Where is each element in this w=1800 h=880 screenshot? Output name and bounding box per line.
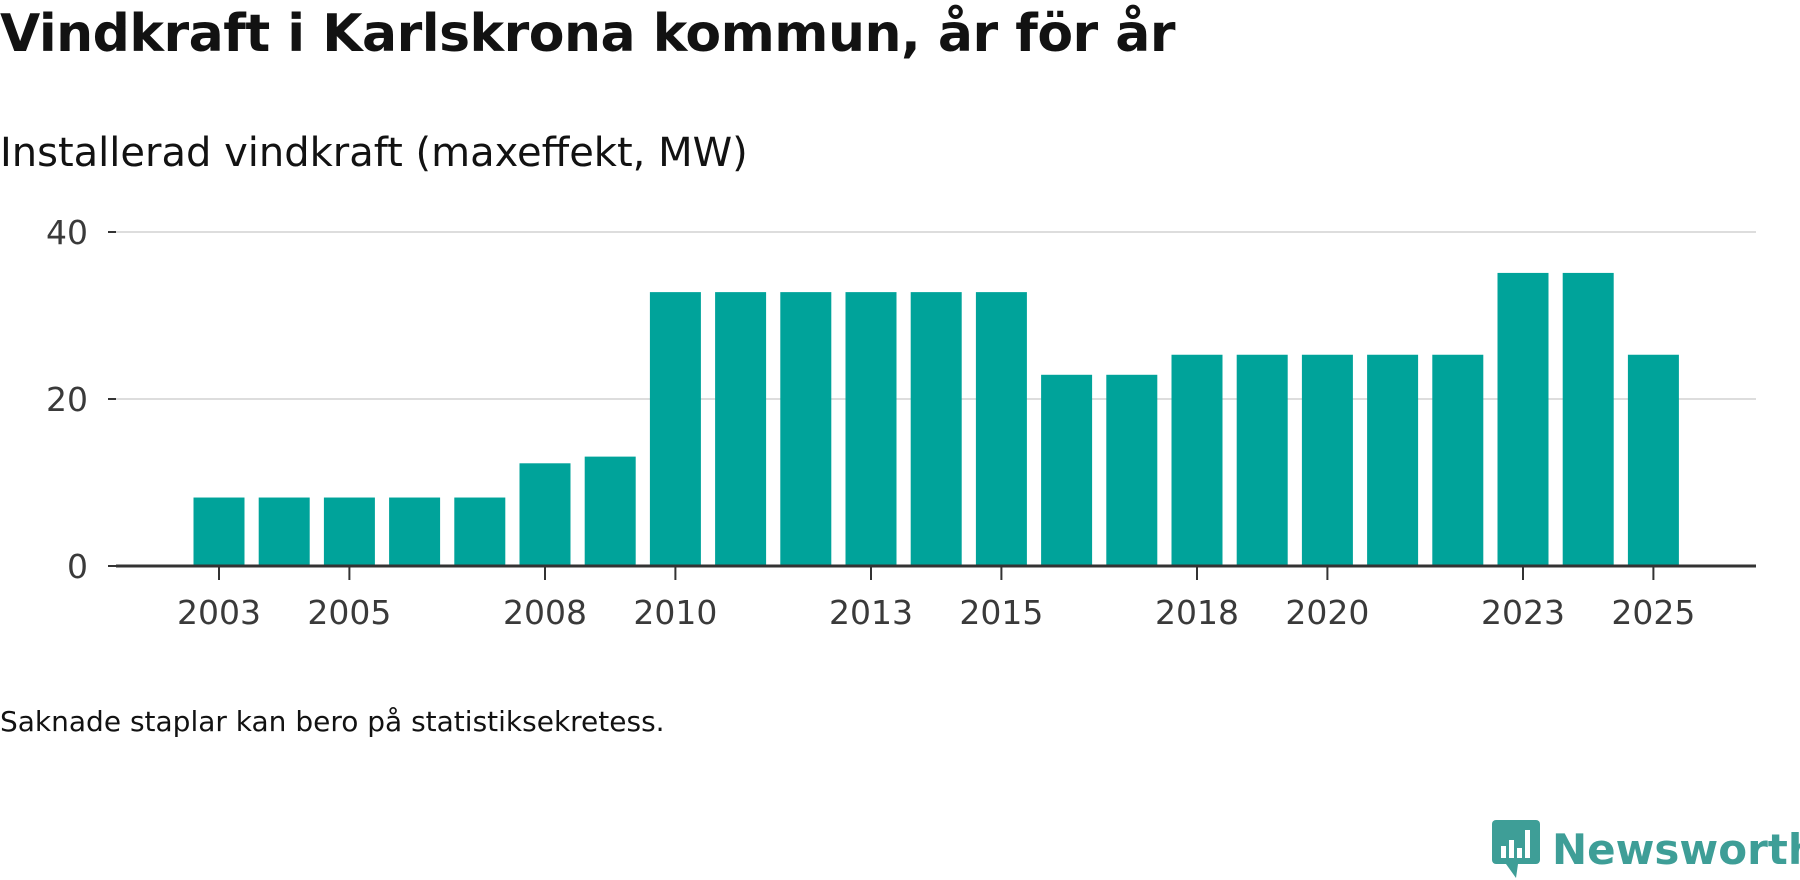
x-tick-label: 2018 <box>1155 593 1239 632</box>
y-tick-label: 20 <box>46 380 88 419</box>
bar-2008 <box>519 463 571 566</box>
x-tick-label: 2015 <box>959 593 1043 632</box>
y-tick-label: 0 <box>67 547 88 586</box>
y-tick-label: 40 <box>46 213 88 252</box>
bar-2024 <box>1562 272 1614 566</box>
bar-2025 <box>1627 354 1679 566</box>
chart-subtitle: Installerad vindkraft (maxeffekt, MW) <box>0 130 748 176</box>
bar-2013 <box>845 292 897 566</box>
bar-2021 <box>1367 354 1419 566</box>
bar-2003 <box>193 497 245 566</box>
brand-logo: Newsworthy <box>1490 818 1800 880</box>
bars <box>193 272 1679 566</box>
bar-2018 <box>1171 354 1223 566</box>
bar-2007 <box>454 497 506 566</box>
y-axis-ticks: 0 20 40 <box>46 213 116 586</box>
bar-2016 <box>1041 374 1093 566</box>
newsworthy-logo-icon <box>1492 820 1540 878</box>
x-tick-label: 2005 <box>307 593 391 632</box>
bar-2023 <box>1497 272 1549 566</box>
bar-2020 <box>1301 354 1353 566</box>
bar-2011 <box>715 292 767 566</box>
x-tick-label: 2025 <box>1611 593 1695 632</box>
bar-2009 <box>584 456 636 566</box>
x-tick-label: 2013 <box>829 593 913 632</box>
x-tick-label: 2010 <box>633 593 717 632</box>
footnote: Saknade staplar kan bero på statistiksek… <box>0 705 665 738</box>
bar-2019 <box>1236 354 1288 566</box>
x-tick-label: 2020 <box>1285 593 1369 632</box>
bar-2004 <box>258 497 310 566</box>
bar-2012 <box>780 292 832 566</box>
bar-2005 <box>323 497 375 566</box>
chart-title: Vindkraft i Karlskrona kommun, år för år <box>0 4 1176 64</box>
bar-2015 <box>975 292 1027 566</box>
brand-name: Newsworthy <box>1552 824 1800 874</box>
bar-2010 <box>649 292 701 566</box>
bar-2017 <box>1106 374 1158 566</box>
x-axis-ticks: 2003 2005 2008 2010 2013 2015 2018 2020 2023 2025 <box>177 566 1695 632</box>
bar-2006 <box>389 497 441 566</box>
x-tick-label: 2003 <box>177 593 261 632</box>
x-tick-label: 2023 <box>1481 593 1565 632</box>
x-tick-label: 2008 <box>503 593 587 632</box>
bar-2014 <box>910 292 962 566</box>
bar-2022 <box>1432 354 1484 566</box>
